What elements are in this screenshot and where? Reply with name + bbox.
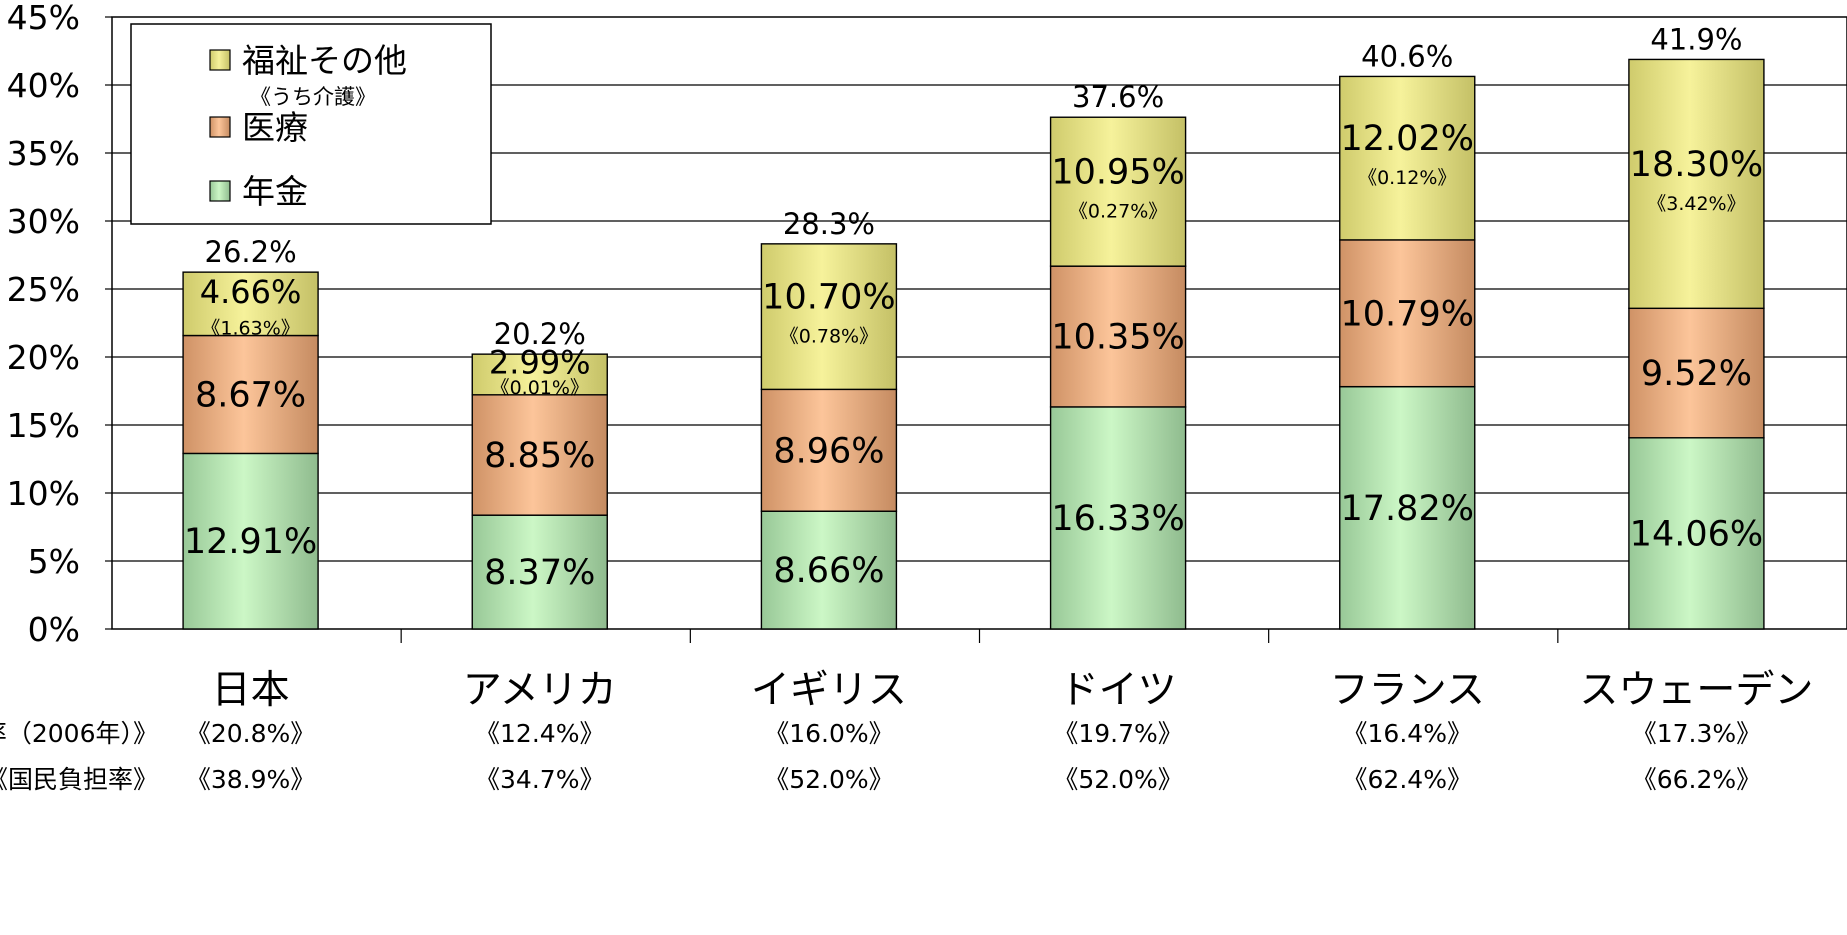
- data-label-pension: 8.37%: [484, 553, 595, 593]
- bar-welfare: [1628, 58, 1765, 310]
- data-sub-label: 《0.01%》: [491, 377, 589, 399]
- data-label-pension: 17.82%: [1341, 489, 1474, 529]
- data-label-medical: 10.79%: [1341, 294, 1474, 334]
- footer-value: 《52.0%》: [1053, 765, 1182, 794]
- data-sub-label: 《0.12%》: [1358, 167, 1456, 189]
- total-label: 28.3%: [783, 207, 875, 241]
- bar-pension: [182, 452, 319, 630]
- bar-welfare: [182, 271, 319, 337]
- footer-value: 《16.4%》: [1343, 719, 1472, 748]
- legend-label-medical: 医療: [242, 108, 308, 147]
- data-label-pension: 12.91%: [184, 522, 317, 562]
- data-label-pension: 8.66%: [773, 551, 884, 591]
- footer-value: 《12.4%》: [475, 719, 604, 748]
- bar-welfare: [760, 243, 898, 391]
- footer-value: 《20.8%》: [186, 719, 315, 748]
- legend-swatch-pension: [209, 180, 231, 202]
- footer-row-label: 《国民負担率》: [0, 765, 158, 794]
- bar-pension: [1628, 437, 1765, 630]
- footer-row-label: 《高 齢 化 率（2006年）》: [0, 719, 158, 748]
- footer-value: 《66.2%》: [1632, 765, 1761, 794]
- x-category-label: イギリス: [751, 668, 907, 713]
- data-sub-label: 《1.63%》: [201, 318, 299, 340]
- footer-table: 《20.8%》《38.9%》《12.4%》《34.7%》《16.0%》《52.0…: [0, 719, 1761, 794]
- data-label-welfare: 2.99%: [489, 343, 591, 381]
- total-label: 20.2%: [494, 317, 586, 351]
- y-tick-label: 40%: [7, 66, 80, 105]
- y-tick-label: 25%: [7, 270, 80, 309]
- data-label-medical: 8.67%: [195, 375, 306, 415]
- bar-pension: [1339, 385, 1476, 630]
- total-label: 37.6%: [1072, 80, 1164, 114]
- bar-medical: [1339, 239, 1476, 388]
- footer-value: 《17.3%》: [1632, 719, 1761, 748]
- legend-swatch-medical: [209, 116, 231, 138]
- data-label-medical: 9.52%: [1641, 354, 1752, 394]
- bar-medical: [182, 334, 319, 455]
- labels-layer: 12.91% 8.67% 4.66% 《1.63%》 26.2% 日本 8.37% 8.85%…: [184, 22, 1814, 713]
- data-label-welfare: 18.30%: [1630, 145, 1763, 185]
- footer-value: 《19.7%》: [1053, 719, 1182, 748]
- bar-welfare: [1339, 75, 1476, 241]
- footer-value: 《34.7%》: [475, 765, 604, 794]
- bar-medical: [1628, 307, 1765, 439]
- bar-pension: [471, 514, 608, 630]
- data-label-welfare: 4.66%: [200, 273, 302, 311]
- data-sub-label: 《0.27%》: [1069, 201, 1167, 223]
- data-label-welfare: 10.70%: [762, 278, 895, 318]
- x-category-label: ドイツ: [1060, 668, 1177, 713]
- data-sub-label: 《0.78%》: [780, 326, 878, 348]
- x-category-label: アメリカ: [463, 668, 617, 713]
- legend-swatch-welfare: [209, 49, 231, 71]
- data-label-medical: 10.35%: [1051, 318, 1184, 358]
- data-label-pension: 14.06%: [1630, 514, 1763, 554]
- bar-medical: [760, 388, 898, 512]
- bar-pension: [760, 510, 898, 630]
- data-label-pension: 16.33%: [1051, 499, 1184, 539]
- bar-pension: [1049, 406, 1187, 630]
- y-tick-label: 15%: [7, 406, 80, 445]
- bar-medical: [1049, 265, 1187, 408]
- total-label: 41.9%: [1650, 22, 1742, 56]
- y-tick-label: 0%: [28, 610, 80, 649]
- legend-box: [130, 23, 492, 225]
- footer-value: 《62.4%》: [1343, 765, 1472, 794]
- grid-layer: 0% 5% 10% 15% 20% 25% 30% 35% 40% 45%: [7, 0, 1847, 649]
- footer-value: 《16.0%》: [764, 719, 893, 748]
- bar-welfare: [1049, 116, 1187, 267]
- legend-label-pension: 年金: [242, 172, 308, 211]
- legend-sub-label: 《うち介護》: [250, 85, 376, 109]
- y-tick-label: 10%: [7, 474, 80, 513]
- data-label-welfare: 12.02%: [1341, 119, 1474, 159]
- total-label: 40.6%: [1361, 39, 1453, 73]
- footer-value: 《52.0%》: [764, 765, 893, 794]
- y-tick-label: 30%: [7, 202, 80, 241]
- total-label: 26.2%: [205, 235, 297, 269]
- x-category-label: フランス: [1330, 668, 1485, 713]
- data-label-medical: 8.96%: [773, 431, 884, 471]
- footer-value: 《38.9%》: [186, 765, 315, 794]
- bar-welfare: [471, 353, 608, 396]
- x-category-label: スウェーデン: [1579, 668, 1813, 713]
- legend-label-welfare: 福祉その他: [242, 41, 407, 80]
- data-sub-label: 《3.42%》: [1647, 193, 1745, 215]
- y-tick-label: 20%: [7, 338, 80, 377]
- bar-medical: [471, 394, 608, 516]
- y-tick-label: 5%: [28, 542, 80, 581]
- data-label-medical: 8.85%: [484, 436, 595, 476]
- data-label-welfare: 10.95%: [1051, 153, 1184, 193]
- y-tick-label: 45%: [7, 0, 80, 37]
- bars-layer: [182, 58, 1765, 630]
- x-category-label: 日本: [212, 668, 290, 713]
- y-tick-label: 35%: [7, 134, 80, 173]
